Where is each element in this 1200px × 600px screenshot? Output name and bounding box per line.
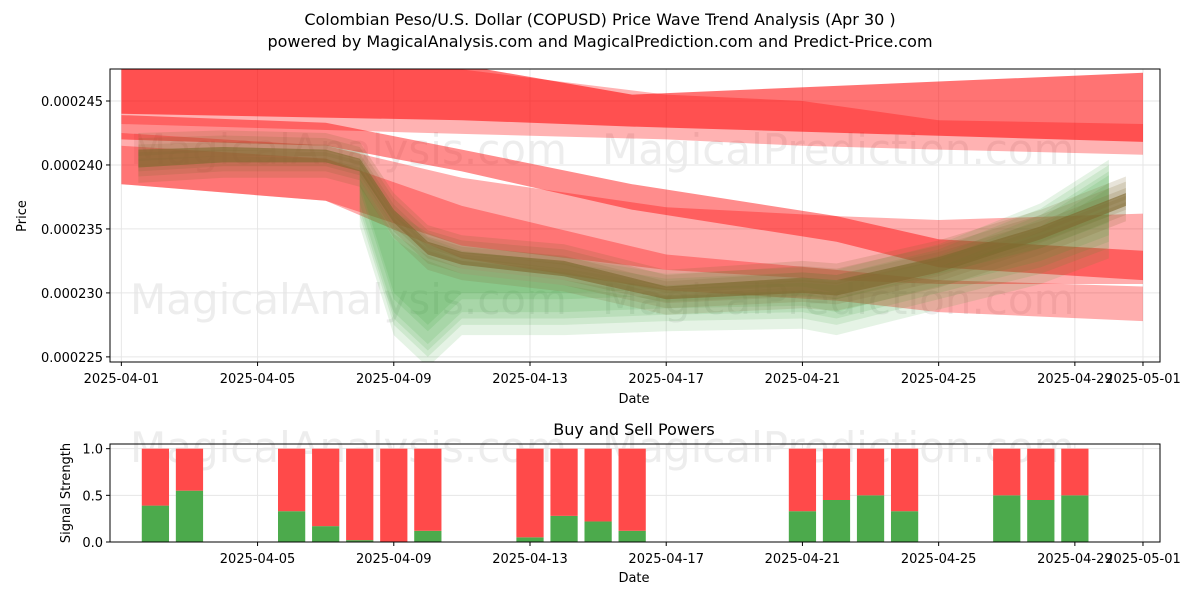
sell-power-bar bbox=[175, 448, 204, 491]
buy-bands bbox=[359, 156, 1109, 362]
sell-power-bar bbox=[516, 448, 544, 538]
sell-band bbox=[121, 69, 1143, 142]
buy-power-bar bbox=[141, 505, 170, 542]
price-x-tick-label: 2025-04-09 bbox=[356, 372, 432, 387]
watermark-mid-left: MagicalAnalysis.com bbox=[130, 275, 567, 324]
price-core-bands bbox=[138, 130, 1126, 315]
sell-power-bar bbox=[414, 448, 442, 531]
buy-power-bar bbox=[278, 511, 306, 542]
price-x-tick-label: 2025-04-01 bbox=[84, 372, 160, 387]
powers-x-tick-label: 2025-04-13 bbox=[492, 552, 568, 567]
price-y-tick-label: 0.000230 bbox=[41, 287, 103, 302]
buy-power-bar bbox=[312, 526, 340, 542]
price-x-tick-label: 2025-04-05 bbox=[220, 372, 296, 387]
powers-x-tick-label: 2025-04-09 bbox=[356, 552, 432, 567]
price-y-tick-label: 0.000245 bbox=[41, 95, 103, 110]
powers-y-tick-label: 0.5 bbox=[82, 489, 103, 504]
price-y-tick-label: 0.000235 bbox=[41, 223, 103, 238]
sell-power-bar bbox=[618, 448, 646, 531]
price-x-tick-label: 2025-05-01 bbox=[1105, 372, 1181, 387]
buy-power-bar bbox=[788, 511, 817, 542]
buy-power-bar bbox=[175, 490, 204, 542]
price-x-tick-label: 2025-04-17 bbox=[628, 372, 704, 387]
powers-y-axis: 0.0 0.5 1.0 bbox=[82, 443, 110, 551]
price-y-tick-label: 0.000240 bbox=[41, 159, 103, 174]
powers-x-tick-label: 2025-04-29 bbox=[1037, 552, 1113, 567]
sell-power-bar bbox=[890, 448, 919, 512]
buy-band bbox=[359, 156, 1109, 351]
powers-plot-frame bbox=[109, 443, 1161, 543]
sell-power-bar bbox=[278, 448, 306, 512]
sell-power-bar bbox=[312, 448, 340, 527]
powers-x-label: Date bbox=[618, 571, 649, 586]
buy-power-bar bbox=[516, 537, 544, 542]
sell-power-bar bbox=[550, 448, 578, 516]
powers-x-tick-label: 2025-04-21 bbox=[765, 552, 841, 567]
buy-power-bar bbox=[822, 500, 851, 542]
buy-band bbox=[359, 161, 1109, 325]
price-plot-frame bbox=[109, 68, 1161, 363]
sell-power-bar bbox=[380, 448, 408, 542]
powers-bars bbox=[141, 448, 1089, 542]
price-core-band bbox=[138, 147, 1126, 300]
buy-power-bar bbox=[550, 515, 578, 542]
sell-power-bar bbox=[141, 448, 170, 506]
powers-y-tick-label: 1.0 bbox=[82, 443, 103, 458]
price-x-tick-label: 2025-04-13 bbox=[492, 372, 568, 387]
buy-power-bar bbox=[1027, 500, 1055, 542]
buy-power-bar bbox=[856, 495, 885, 542]
buy-band bbox=[359, 167, 1109, 362]
price-y-axis: 0.000225 0.000230 0.000235 0.000240 0.000245 bbox=[41, 95, 110, 366]
buy-power-bar bbox=[414, 530, 442, 542]
powers-x-tick-label: 2025-05-01 bbox=[1105, 552, 1181, 567]
buy-band bbox=[359, 184, 1109, 332]
buy-power-bar bbox=[346, 540, 374, 542]
powers-title: Buy and Sell Powers bbox=[553, 420, 715, 439]
powers-x-tick-label: 2025-04-25 bbox=[901, 552, 977, 567]
price-x-label: Date bbox=[618, 392, 649, 407]
sell-power-bar bbox=[856, 448, 885, 496]
powers-x-tick-label: 2025-04-17 bbox=[628, 552, 704, 567]
sell-power-bar bbox=[993, 448, 1021, 496]
buy-band bbox=[359, 171, 1109, 345]
chart-title: Colombian Peso/U.S. Dollar (COPUSD) Pric… bbox=[304, 10, 896, 29]
sell-power-bar bbox=[584, 448, 612, 522]
buy-power-bar bbox=[1061, 495, 1089, 542]
sell-power-bar bbox=[788, 448, 817, 512]
sell-band bbox=[121, 115, 1143, 281]
price-y-tick-label: 0.000225 bbox=[41, 351, 103, 366]
price-y-label: Price bbox=[15, 200, 30, 232]
price-plot-area bbox=[121, 69, 1143, 362]
price-core-band bbox=[138, 156, 1126, 309]
sell-power-bar bbox=[1061, 448, 1089, 496]
price-x-tick-label: 2025-04-21 bbox=[765, 372, 841, 387]
sell-power-bar bbox=[822, 448, 851, 500]
sell-power-bar bbox=[1027, 448, 1055, 500]
powers-x-axis: 2025-04-05 2025-04-09 2025-04-13 2025-04-17… bbox=[220, 542, 1181, 567]
buy-power-bar bbox=[584, 521, 612, 542]
price-x-tick-label: 2025-04-25 bbox=[901, 372, 977, 387]
sell-power-bar bbox=[346, 448, 374, 541]
powers-x-tick-label: 2025-04-05 bbox=[220, 552, 296, 567]
price-x-tick-label: 2025-04-29 bbox=[1037, 372, 1113, 387]
buy-band bbox=[359, 179, 1109, 357]
sell-band bbox=[121, 69, 1143, 155]
sell-band bbox=[121, 133, 1143, 284]
buy-power-bar bbox=[618, 530, 646, 542]
price-core-band bbox=[138, 130, 1126, 300]
powers-y-label: Signal Strength bbox=[59, 443, 74, 543]
buy-power-bar bbox=[993, 495, 1021, 542]
price-x-axis: 2025-04-01 2025-04-05 2025-04-09 2025-04-13… bbox=[84, 362, 1181, 387]
buy-power-bar bbox=[890, 511, 919, 542]
chart-subtitle: powered by MagicalAnalysis.com and Magic… bbox=[267, 32, 933, 51]
powers-y-tick-label: 0.0 bbox=[82, 536, 103, 551]
